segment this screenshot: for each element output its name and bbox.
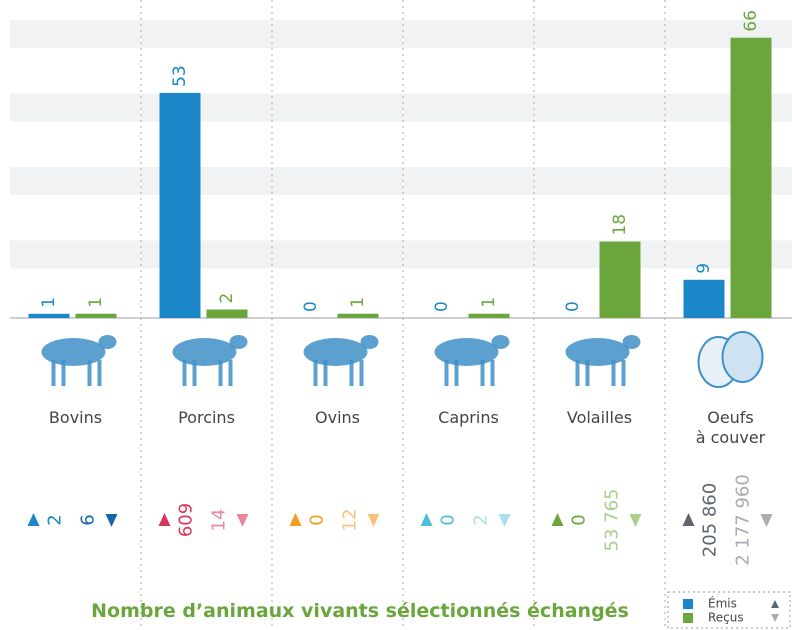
icon bbox=[491, 360, 495, 386]
icon bbox=[566, 338, 630, 366]
icons bbox=[42, 332, 763, 387]
band bbox=[10, 94, 792, 122]
category-label: Volailles bbox=[534, 408, 665, 428]
icon bbox=[435, 338, 499, 366]
bar bbox=[469, 314, 510, 318]
icon bbox=[492, 335, 510, 349]
value-label: 0 bbox=[301, 301, 321, 312]
value-label: 1 bbox=[479, 297, 499, 308]
category-label: Porcins bbox=[141, 408, 272, 428]
category-label: Ovins bbox=[272, 408, 403, 428]
legend-arrow-up bbox=[771, 600, 779, 608]
icon bbox=[445, 360, 449, 386]
value-label: 1 bbox=[39, 297, 59, 308]
background-bands bbox=[10, 20, 792, 269]
value-label: 1 bbox=[86, 297, 106, 308]
band bbox=[10, 167, 792, 195]
category-label: Oeufs à couver bbox=[665, 408, 792, 448]
value-label: 9 bbox=[694, 263, 714, 274]
arrow-down bbox=[368, 514, 380, 527]
arrow-down bbox=[237, 514, 249, 527]
head-count: 2 bbox=[471, 514, 492, 525]
arrow-up bbox=[159, 513, 171, 526]
legend-label: Émis bbox=[708, 596, 737, 611]
value-label: 66 bbox=[741, 10, 761, 32]
arrow-down bbox=[630, 514, 642, 527]
chart-title: Nombre d’animaux vivants sélectionnés éc… bbox=[91, 600, 629, 622]
head-count: 609 bbox=[176, 503, 197, 537]
bar bbox=[731, 38, 772, 318]
value-label: 53 bbox=[170, 65, 190, 87]
icon bbox=[62, 360, 66, 386]
value-label: 1 bbox=[348, 297, 368, 308]
value-label: 0 bbox=[432, 301, 452, 312]
icon bbox=[183, 360, 187, 386]
head-count: 6 bbox=[78, 514, 99, 525]
icon bbox=[304, 338, 368, 366]
icon bbox=[219, 360, 223, 386]
arrow-up bbox=[552, 513, 564, 526]
icon bbox=[455, 360, 459, 386]
icon bbox=[98, 360, 102, 386]
icon bbox=[361, 335, 379, 349]
band bbox=[10, 20, 792, 48]
legend-arrow-down bbox=[771, 614, 779, 622]
bar bbox=[29, 314, 70, 318]
icon bbox=[350, 360, 354, 386]
bar bbox=[684, 280, 725, 318]
band bbox=[10, 241, 792, 269]
bar bbox=[338, 314, 379, 318]
chart: 112653260914010120102018053 765966205 86… bbox=[0, 0, 792, 630]
bar bbox=[207, 310, 248, 318]
arrow-down bbox=[499, 514, 511, 527]
icon bbox=[481, 360, 485, 386]
icon bbox=[99, 335, 117, 349]
icon bbox=[324, 360, 328, 386]
bar bbox=[600, 242, 641, 318]
arrow-up bbox=[683, 513, 695, 526]
arrow-up bbox=[290, 513, 302, 526]
head-count: 2 177 960 bbox=[733, 474, 754, 566]
icon bbox=[576, 360, 580, 386]
icon bbox=[229, 360, 233, 386]
bar bbox=[160, 93, 201, 318]
value-label: 0 bbox=[563, 301, 583, 312]
icon bbox=[314, 360, 318, 386]
head-count: 2 bbox=[45, 514, 66, 525]
icon bbox=[623, 335, 641, 349]
value-label: 18 bbox=[610, 214, 630, 236]
icon bbox=[622, 360, 626, 386]
head-count: 0 bbox=[569, 514, 590, 525]
legend-label: Reçus bbox=[708, 611, 744, 625]
arrow-down bbox=[761, 514, 773, 527]
marks: 112653260914010120102018053 765966205 86… bbox=[28, 10, 773, 566]
page: {"chart_data": { "type": "bar", "title":… bbox=[0, 0, 792, 630]
category-label: Bovins bbox=[10, 408, 141, 428]
icon bbox=[360, 360, 364, 386]
icon bbox=[586, 360, 590, 386]
icon bbox=[52, 360, 56, 386]
head-count: 205 860 bbox=[700, 483, 721, 557]
icon bbox=[173, 338, 237, 366]
icon bbox=[42, 338, 106, 366]
head-count: 14 bbox=[209, 509, 230, 532]
head-count: 0 bbox=[307, 514, 328, 525]
icon bbox=[612, 360, 616, 386]
icon bbox=[723, 332, 763, 382]
arrow-down bbox=[106, 514, 118, 527]
legend-swatch bbox=[683, 599, 693, 609]
arrow-up bbox=[28, 513, 40, 526]
head-count: 12 bbox=[340, 509, 361, 532]
value-label: 2 bbox=[217, 293, 237, 304]
arrow-up bbox=[421, 513, 433, 526]
bar bbox=[76, 314, 117, 318]
icon bbox=[230, 335, 248, 349]
category-label: Caprins bbox=[403, 408, 534, 428]
head-count: 0 bbox=[438, 514, 459, 525]
legend-swatch bbox=[683, 613, 693, 623]
icon bbox=[88, 360, 92, 386]
icon bbox=[193, 360, 197, 386]
head-count: 53 765 bbox=[602, 489, 623, 552]
